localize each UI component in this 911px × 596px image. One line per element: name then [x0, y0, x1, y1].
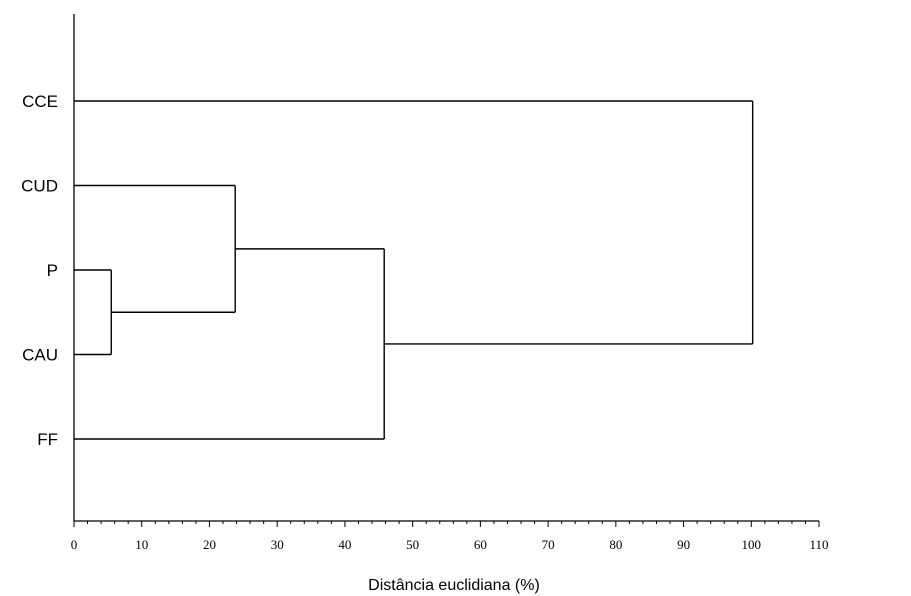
leaf-label-ff: FF	[37, 430, 58, 449]
x-tick-label: 30	[271, 537, 284, 552]
x-tick-label: 100	[742, 537, 762, 552]
leaf-label-cau: CAU	[22, 346, 58, 365]
x-tick-label: 90	[677, 537, 690, 552]
axes	[73, 14, 820, 522]
x-axis-ticks: 0 10 20 30 40 50 60 70 80 90 100 110	[71, 521, 829, 552]
x-tick-label: 10	[135, 537, 148, 552]
x-tick-label: 60	[474, 537, 487, 552]
leaf-label-cud: CUD	[21, 177, 58, 196]
leaf-labels: CCE CUD P CAU FF	[21, 92, 58, 449]
x-tick-label: 0	[71, 537, 78, 552]
x-tick-label: 40	[338, 537, 351, 552]
leaf-label-cce: CCE	[22, 92, 58, 111]
x-tick-label: 70	[542, 537, 555, 552]
dendrogram-links	[74, 100, 754, 440]
x-tick-label: 80	[609, 537, 622, 552]
x-tick-label: 110	[810, 537, 829, 552]
leaf-label-p: P	[47, 261, 58, 280]
x-axis-title: Distância euclidiana (%)	[368, 577, 540, 594]
x-tick-label: 20	[203, 537, 216, 552]
x-tick-label: 50	[406, 537, 419, 552]
